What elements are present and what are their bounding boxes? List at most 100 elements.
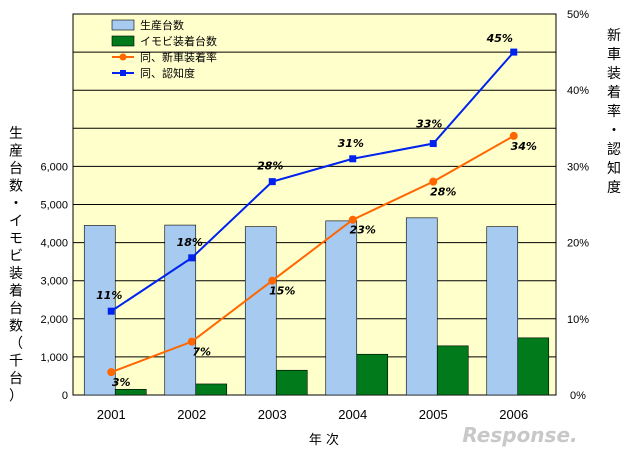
left-axis-label-char: イ	[9, 214, 23, 230]
left-tick-label: 3,000	[40, 276, 68, 288]
legend-label-3: 同、認知度	[140, 66, 195, 80]
point-install-rate-2003	[268, 276, 277, 285]
data-label-awareness-2005: 33%	[416, 118, 442, 131]
right-axis-label-char: 装	[607, 66, 621, 82]
point-install-rate-2005	[429, 177, 438, 186]
x-axis-label: 年 次	[309, 432, 339, 448]
right-axis-label-char: 着	[607, 85, 621, 101]
watermark-logo: Response.	[462, 423, 577, 447]
series-lines	[110, 51, 515, 374]
right-tick-label: 50%	[567, 9, 589, 21]
legend-label-2: 同、新車装着率	[140, 50, 217, 64]
data-label-install-rate-2003: 15%	[269, 285, 295, 298]
left-axis-label-char: 台	[9, 371, 23, 387]
data-points	[107, 48, 518, 377]
left-tick-label: 6,000	[40, 161, 68, 173]
legend-swatch-1	[111, 35, 135, 47]
line-awareness	[110, 51, 515, 313]
right-axis-label: 新車装着率・認知度	[607, 28, 621, 196]
data-label-awareness-2002: 18%	[177, 236, 203, 249]
x-tick-label-2003: 2003	[258, 407, 287, 422]
x-tick-label-2002: 2002	[177, 407, 206, 422]
left-axis-label-char: 産	[9, 144, 23, 160]
bar-immobilizer-2003	[275, 369, 308, 396]
data-label-install-rate-2006: 34%	[511, 140, 537, 153]
left-axis-label: 生産台数・イモビ装着台数（千台）	[9, 126, 23, 405]
left-axis-label-char: 着	[9, 284, 23, 300]
point-awareness-2004	[349, 155, 357, 163]
x-tick-label-2005: 2005	[419, 407, 448, 422]
data-label-install-rate-2002: 7%	[192, 346, 211, 359]
left-axis-label-char: （	[9, 336, 23, 352]
data-label-install-rate-2001: 3%	[112, 376, 131, 389]
x-tick-label-2004: 2004	[338, 407, 367, 422]
left-axis-label-char: ）	[9, 389, 23, 405]
left-axis-label-char: 生	[9, 126, 23, 142]
left-axis-label-char: 数	[9, 319, 23, 335]
bar-production-2005	[405, 217, 438, 396]
legend-label-1: イモビ装着台数	[140, 34, 217, 48]
point-awareness-2002	[188, 254, 196, 262]
right-axis-label-char: 認	[607, 142, 621, 158]
data-label-awareness-2006: 45%	[486, 32, 513, 45]
right-axis-label-char: ・	[607, 123, 621, 139]
point-install-rate-2002	[187, 337, 196, 346]
bars	[83, 217, 550, 396]
right-axis-label-char: 知	[607, 160, 621, 177]
left-axis-label-char: 装	[9, 266, 23, 282]
left-axis-label-char: 数	[9, 179, 23, 195]
x-tick-label-2001: 2001	[97, 407, 126, 422]
left-axis-label-char: モ	[9, 231, 23, 247]
bar-production-2006	[486, 226, 519, 396]
point-awareness-2003	[268, 178, 276, 186]
point-install-rate-2001	[107, 368, 116, 377]
data-label-awareness-2004: 31%	[338, 137, 364, 150]
right-axis-label-char: 新	[607, 28, 621, 44]
point-install-rate-2006	[509, 131, 518, 140]
bar-immobilizer-2002	[195, 383, 228, 396]
point-awareness-2001	[107, 307, 115, 315]
left-tick-label: 5,000	[40, 200, 68, 212]
right-tick-label: 10%	[567, 314, 589, 326]
left-tick-label: 2,000	[40, 314, 68, 326]
point-install-rate-2004	[348, 215, 357, 224]
data-label-install-rate-2004: 23%	[350, 224, 376, 237]
left-axis-label-char: 台	[9, 161, 23, 177]
data-label-awareness-2001: 11%	[96, 289, 122, 302]
left-axis-label-char: 台	[9, 301, 23, 317]
x-axis-ticks: 2001 2002 2003 2004 2005 2006	[97, 407, 528, 422]
data-label-install-rate-2005: 28%	[430, 186, 456, 199]
bar-immobilizer-2004	[356, 353, 389, 396]
left-axis-ticks: 0 1,000 2,000 3,000 4,000 5,000 6,000	[40, 161, 68, 402]
legend-marker-2	[119, 53, 127, 61]
left-axis-label-char: ・	[9, 196, 23, 212]
point-awareness-2005	[429, 140, 437, 148]
point-awareness-2006	[510, 48, 518, 56]
bar-production-2004	[325, 220, 358, 396]
right-axis-label-char: 車	[607, 46, 621, 63]
right-tick-label: 0%	[570, 390, 586, 402]
left-tick-label: 4,000	[40, 238, 68, 250]
bar-production-2003	[244, 226, 277, 396]
bar-production-2002	[164, 224, 197, 396]
x-tick-label-2006: 2006	[499, 407, 528, 422]
right-tick-label: 20%	[567, 238, 589, 250]
bar-immobilizer-2005	[436, 345, 469, 396]
right-tick-label: 30%	[567, 161, 589, 173]
right-tick-label: 40%	[567, 85, 589, 97]
left-axis-label-char: 千	[9, 354, 23, 370]
legend-swatch-0	[111, 19, 135, 31]
data-labels: 3% 7% 15% 23% 28% 34% 11% 18% 28% 31% 33% 45%	[96, 32, 537, 389]
right-axis-ticks: 0% 10% 20% 30% 40% 50%	[567, 9, 589, 402]
data-label-awareness-2003: 28%	[257, 160, 283, 173]
line-install-rate	[110, 135, 515, 374]
legend-label-0: 生産台数	[140, 18, 184, 32]
left-axis-label-char: ビ	[9, 249, 23, 265]
bar-immobilizer-2001	[114, 388, 147, 396]
left-tick-label: 1,000	[40, 352, 68, 364]
right-axis-label-char: 率	[607, 103, 621, 120]
legend-marker-3	[120, 70, 126, 76]
right-axis-label-char: 度	[607, 180, 621, 196]
